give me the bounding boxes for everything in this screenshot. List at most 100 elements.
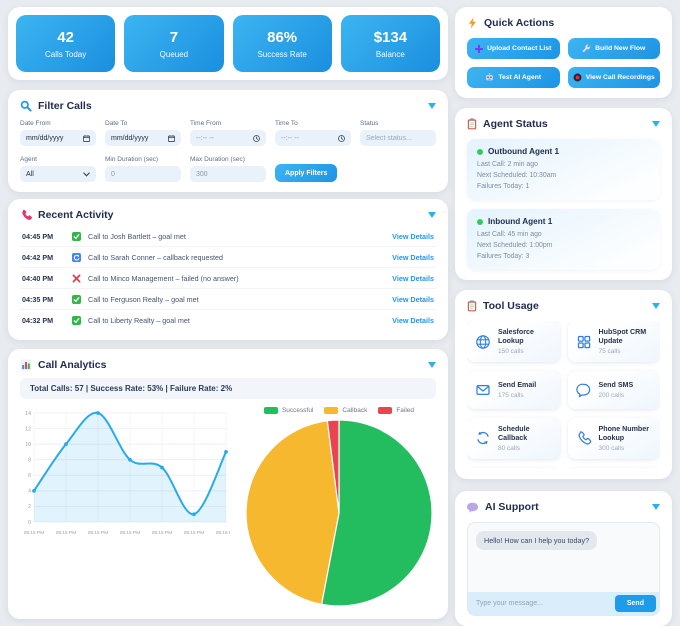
ai-support-panel: AI Support Hello! How can I help you tod…: [455, 491, 672, 626]
time-to-input[interactable]: --:-- --: [275, 130, 351, 146]
send-button[interactable]: Send: [614, 595, 656, 613]
activity-text: Call to Minco Management – failed (no an…: [88, 273, 239, 283]
min-duration-field: Min Duration (sec): [105, 156, 181, 182]
agent-next-scheduled: Next Scheduled: 10:30am: [477, 172, 557, 180]
phone-icon: [22, 209, 32, 220]
speech-bubble-icon: [467, 502, 478, 513]
date-from-input[interactable]: mm/dd/yyyy: [20, 130, 96, 146]
agent-card: Inbound Agent 1 Last Call: 45 min ago Ne…: [467, 209, 660, 271]
agent-last-call: Last Call: 2 min ago: [477, 161, 538, 168]
status-input[interactable]: [360, 130, 436, 146]
view-details-link[interactable]: View Details: [392, 231, 434, 241]
button-label: View Call Recordings: [585, 74, 655, 81]
chat-message-input[interactable]: [468, 594, 612, 614]
agent-name-row: Outbound Agent 1: [477, 147, 650, 156]
agent-status-header: Agent Status: [467, 118, 660, 130]
legend-label: Callback: [342, 407, 368, 414]
chevron-down-icon[interactable]: [652, 303, 660, 310]
legend-label: Successful: [281, 407, 314, 414]
view-details-link[interactable]: View Details: [392, 273, 434, 283]
stat-value: 86%: [267, 28, 298, 46]
view-details-link[interactable]: View Details: [392, 252, 434, 262]
tool-card-send-sms[interactable]: Send SMS 200 calls: [567, 371, 660, 409]
button-label: Test AI Agent: [498, 74, 542, 81]
stat-card-queued: 7 Queued: [124, 15, 224, 72]
clock-icon: [253, 134, 260, 142]
max-duration-input[interactable]: [190, 166, 266, 182]
tool-card-partially-visible[interactable]: [567, 467, 660, 470]
agent-name-row: Inbound Agent 1: [477, 217, 650, 226]
ai-chat-window: Hello! How can I help you today? Send: [467, 522, 660, 617]
chevron-down-icon[interactable]: [428, 362, 436, 368]
view-details-link[interactable]: View Details: [392, 294, 434, 304]
call-analytics-header: Call Analytics: [20, 359, 436, 371]
apply-filters-button[interactable]: Apply Filters: [275, 164, 338, 182]
stat-label: Queued: [159, 49, 189, 59]
filter-calls-panel: Filter Calls Date From mm/dd/yyyy Date T…: [8, 90, 448, 192]
min-duration-input[interactable]: [105, 166, 181, 182]
svg-text:12: 12: [25, 426, 31, 432]
chevron-down-icon[interactable]: [652, 504, 660, 511]
svg-text:05:15 PM: 05:15 PM: [56, 530, 77, 536]
activity-time: 04:40 PM: [22, 273, 54, 283]
tool-card-hubspot-crm-update[interactable]: HubSpot CRM Update 75 calls: [567, 321, 660, 362]
activity-row: 04:32 PM Call to Liberty Realty – goal m…: [20, 310, 436, 330]
tool-calls: 200 calls: [598, 391, 625, 399]
chevron-down-icon[interactable]: [428, 212, 436, 218]
chevron-down-icon[interactable]: [652, 121, 660, 127]
panel-title: Filter Calls: [38, 100, 92, 112]
chevron-down-icon[interactable]: [428, 103, 436, 109]
calendar-icon: [83, 134, 90, 142]
chat-input-row: Send: [468, 592, 659, 616]
apply-filters-cell: Apply Filters: [275, 156, 351, 182]
upload-contact-list-button[interactable]: Upload Contact List: [467, 38, 560, 59]
plus-icon: [475, 44, 484, 53]
tool-card-salesforce-lookup[interactable]: Salesforce Lookup 150 calls: [467, 321, 560, 362]
agent-select-value: All: [26, 170, 34, 178]
activity-time: 04:32 PM: [22, 315, 54, 325]
left-column: 42 Calls Today 7 Queued 86% Success Rate…: [8, 7, 448, 619]
time-from-input[interactable]: --:-- --: [190, 130, 266, 146]
svg-text:8: 8: [28, 458, 31, 464]
agent-select[interactable]: All: [20, 166, 96, 182]
right-column: Quick Actions Upload Contact List Build …: [455, 7, 672, 626]
legend-item: Failed: [378, 407, 414, 414]
search-icon: [20, 100, 32, 112]
check-square-icon: [72, 294, 81, 304]
field-label: Time To: [275, 120, 298, 127]
stat-label: Success Rate: [257, 49, 307, 59]
activity-time: 04:42 PM: [22, 252, 54, 262]
build-new-flow-button[interactable]: Build New Flow: [567, 38, 660, 59]
view-details-link[interactable]: View Details: [392, 315, 434, 325]
agent-status-panel: Agent Status Outbound Agent 1 Last Call:…: [455, 108, 672, 281]
button-label: Build New Flow: [595, 45, 646, 52]
x-mark-icon: [72, 274, 81, 282]
field-label: Status: [360, 120, 379, 127]
test-ai-agent-button[interactable]: Test AI Agent: [467, 67, 560, 88]
tool-list-scroll-area[interactable]: Salesforce Lookup 150 calls HubSpot CRM …: [467, 321, 660, 470]
button-label: Upload Contact List: [487, 45, 552, 52]
date-to-input[interactable]: mm/dd/yyyy: [105, 130, 181, 146]
pie-chart: Successful Callback Failed: [242, 407, 436, 609]
agent-failures: Failures Today: 3: [477, 253, 530, 261]
clipboard-icon: [467, 118, 477, 130]
tool-name: Schedule Callback: [498, 425, 530, 442]
tool-card-send-email[interactable]: Send Email 175 calls: [467, 371, 560, 409]
tool-name: Salesforce Lookup: [498, 328, 534, 346]
svg-text:2: 2: [28, 504, 31, 510]
tool-name: Phone Number Lookup: [598, 425, 649, 442]
tool-card-partially-visible[interactable]: [467, 467, 560, 470]
tool-card-phone-number-lookup[interactable]: Phone Number Lookup 300 calls: [567, 418, 660, 459]
stat-card-success-rate: 86% Success Rate: [232, 15, 332, 72]
activity-list: 04:45 PM Call to Josh Bartlett – goal me…: [20, 226, 436, 330]
tool-card-schedule-callback[interactable]: Schedule Callback 80 calls: [467, 418, 560, 459]
online-dot-icon: [477, 218, 483, 225]
panel-title: Tool Usage: [483, 300, 539, 313]
check-square-icon: [72, 315, 81, 325]
legend-swatch: [324, 407, 339, 414]
chevron-down-icon: [83, 171, 90, 177]
activity-time: 04:35 PM: [22, 294, 54, 304]
view-call-recordings-button[interactable]: View Call Recordings: [567, 67, 660, 88]
agent-last-call: Last Call: 45 min ago: [477, 231, 542, 239]
legend-label: Failed: [396, 407, 415, 414]
